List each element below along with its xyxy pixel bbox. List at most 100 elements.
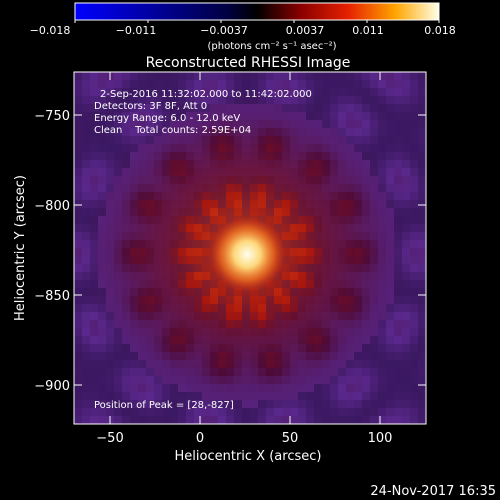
image-pixel: [138, 384, 146, 392]
image-pixel: [130, 120, 138, 128]
image-pixel: [122, 416, 130, 424]
image-pixel: [170, 72, 178, 80]
image-pixel: [74, 200, 82, 208]
image-pixel: [122, 88, 130, 96]
image-pixel: [370, 88, 378, 96]
image-pixel: [146, 80, 154, 88]
image-pixel: [378, 104, 386, 112]
image-pixel: [226, 72, 234, 80]
image-pixel: [394, 104, 402, 112]
image-pixel: [106, 400, 114, 408]
image-pixel: [82, 344, 90, 352]
image-pixel: [98, 136, 106, 144]
image-pixel: [418, 416, 426, 424]
image-pixel: [378, 376, 386, 384]
image-pixel: [362, 376, 370, 384]
image-pixel: [402, 408, 410, 416]
image-pixel: [202, 80, 210, 88]
image-pixel: [362, 96, 370, 104]
image-pixel: [74, 144, 82, 152]
image-pixel: [394, 72, 402, 80]
image-pixel: [250, 80, 258, 88]
image-pixel: [122, 112, 130, 120]
image-pixel: [90, 128, 98, 136]
image-pixel: [74, 160, 82, 168]
image-pixel: [194, 80, 202, 88]
image-pixel: [338, 104, 346, 112]
image-pixel: [386, 376, 394, 384]
image-pixel: [354, 384, 362, 392]
image-pixel: [258, 80, 266, 88]
image-pixel: [394, 400, 402, 408]
image-pixel: [154, 392, 162, 400]
image-pixel: [90, 160, 98, 168]
image-pixel: [370, 96, 378, 104]
colorbar-tick-label: 0.011: [352, 24, 384, 37]
image-pixel: [226, 416, 234, 424]
image-pixel: [362, 416, 370, 424]
image-pixel: [394, 128, 402, 136]
image-pixel: [410, 144, 418, 152]
image-pixel: [330, 104, 338, 112]
image-pixel: [410, 400, 418, 408]
image-pixel: [82, 184, 90, 192]
image-pixel: [370, 104, 378, 112]
image-pixel: [210, 80, 218, 88]
image-pixel: [394, 120, 402, 128]
image-pixel: [82, 328, 90, 336]
image-pixel: [402, 416, 410, 424]
image-pixel: [106, 144, 114, 152]
image-pixel: [74, 392, 82, 400]
image-pixel: [402, 304, 410, 312]
image-pixel: [106, 392, 114, 400]
image-pixel: [354, 416, 362, 424]
image-pixel: [402, 336, 410, 344]
image-pixel: [410, 152, 418, 160]
image-pixel: [402, 192, 410, 200]
colorbar-tick-label: −0.0037: [200, 24, 248, 37]
image-pixel: [82, 312, 90, 320]
image-pixel: [130, 392, 138, 400]
image-pixel: [410, 224, 418, 232]
image-pixel: [130, 104, 138, 112]
image-pixel: [410, 328, 418, 336]
image-pixel: [74, 192, 82, 200]
image-pixel: [90, 408, 98, 416]
image-pixel: [74, 152, 82, 160]
image-pixel: [90, 120, 98, 128]
image-pixel: [154, 408, 162, 416]
image-pixel: [114, 72, 122, 80]
image-pixel: [330, 416, 338, 424]
image-pixel: [218, 416, 226, 424]
image-pixel: [418, 136, 426, 144]
image-pixel: [386, 136, 394, 144]
image-pixel: [114, 360, 122, 368]
image-pixel: [378, 384, 386, 392]
image-pixel: [354, 80, 362, 88]
image-pixel: [306, 80, 314, 88]
image-pixel: [114, 128, 122, 136]
image-pixel: [362, 384, 370, 392]
image-pixel: [82, 360, 90, 368]
image-pixel: [242, 72, 250, 80]
y-tick-label: −800: [34, 199, 70, 214]
image-pixel: [114, 376, 122, 384]
image-pixel: [362, 112, 370, 120]
image-pixel: [378, 416, 386, 424]
image-pixel: [106, 96, 114, 104]
image-pixel: [218, 72, 226, 80]
image-pixel: [378, 352, 386, 360]
image-pixel: [394, 368, 402, 376]
x-tick-label: 50: [282, 431, 299, 446]
image-pixel: [410, 320, 418, 328]
colorbar: [74, 2, 440, 21]
image-pixel: [410, 192, 418, 200]
image-pixel: [298, 416, 306, 424]
image-pixel: [410, 72, 418, 80]
image-pixel: [378, 400, 386, 408]
image-pixel: [146, 104, 154, 112]
image-pixel: [98, 112, 106, 120]
image-pixel: [418, 288, 426, 296]
image-pixel: [82, 160, 90, 168]
image-pixel: [74, 328, 82, 336]
